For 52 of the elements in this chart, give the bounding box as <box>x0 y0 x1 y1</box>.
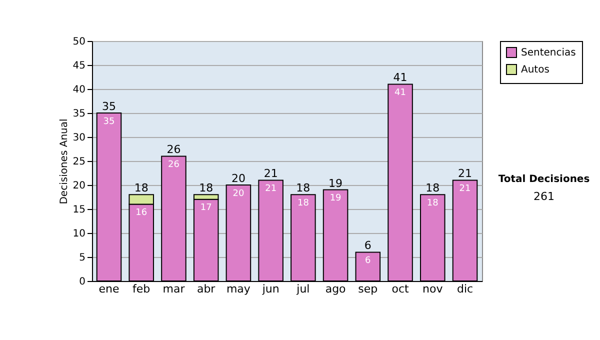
text: Total Decisiones <box>498 174 590 185</box>
y-tick-label: 30 <box>72 132 86 144</box>
x-tick-label: oct <box>392 282 410 296</box>
y-axis-title: Decisiones Anual <box>58 118 70 204</box>
x-tick-label: may <box>226 282 251 296</box>
data-label: 20 <box>232 188 244 199</box>
data-label: 18 <box>297 198 310 208</box>
x-tick-label: dic <box>456 282 474 296</box>
data-label: 19 <box>330 194 342 204</box>
data-label: 21 <box>459 184 471 194</box>
total-label: 18 <box>134 182 148 195</box>
x-tick-label: ago <box>325 282 346 296</box>
total-label: 18 <box>426 182 440 195</box>
x-tick-label: mar <box>162 282 186 296</box>
x-tick-label: sep <box>358 282 378 296</box>
x-tick-label: abr <box>196 282 216 296</box>
y-tick-label: 50 <box>72 36 86 48</box>
y-tick-label: 40 <box>72 84 86 96</box>
data-label: 17 <box>200 203 212 214</box>
total-label: 21 <box>264 167 278 180</box>
text: 261 <box>534 190 554 203</box>
x-tick-label: ene <box>98 282 120 296</box>
data-label: 6 <box>365 256 372 266</box>
x-tick-label: jul <box>296 282 310 296</box>
data-label: 26 <box>168 160 180 170</box>
y-tick-label: 25 <box>72 156 86 168</box>
total-label: 18 <box>199 182 214 195</box>
y-tick-label: 35 <box>72 108 86 120</box>
y-tick-label: 20 <box>72 180 86 192</box>
y-tick-label: 5 <box>79 252 86 264</box>
total-label: 20 <box>231 172 246 185</box>
total-label: 19 <box>328 176 343 190</box>
total-label: 35 <box>102 100 116 113</box>
legend-label: Sentencias <box>521 48 576 58</box>
x-tick-label: jun <box>261 282 280 296</box>
total-label: 6 <box>364 239 372 252</box>
data-label: 21 <box>265 184 277 194</box>
x-tick-label: feb <box>132 282 150 296</box>
data-label: 41 <box>394 88 406 98</box>
total-label: 26 <box>166 143 181 156</box>
data-label: 35 <box>103 116 115 127</box>
data-label: 18 <box>426 198 439 208</box>
total-label: 18 <box>296 182 310 195</box>
total-label: 41 <box>393 71 408 84</box>
y-tick-label: 10 <box>72 228 86 240</box>
legend-label: Autos <box>521 64 550 76</box>
total-label: 21 <box>458 167 472 180</box>
y-tick-label: 0 <box>79 276 86 288</box>
y-tick-label: 45 <box>72 60 86 72</box>
x-tick-label: nov <box>422 282 444 296</box>
data-label: 16 <box>136 208 148 218</box>
y-tick-label: 15 <box>72 204 86 216</box>
